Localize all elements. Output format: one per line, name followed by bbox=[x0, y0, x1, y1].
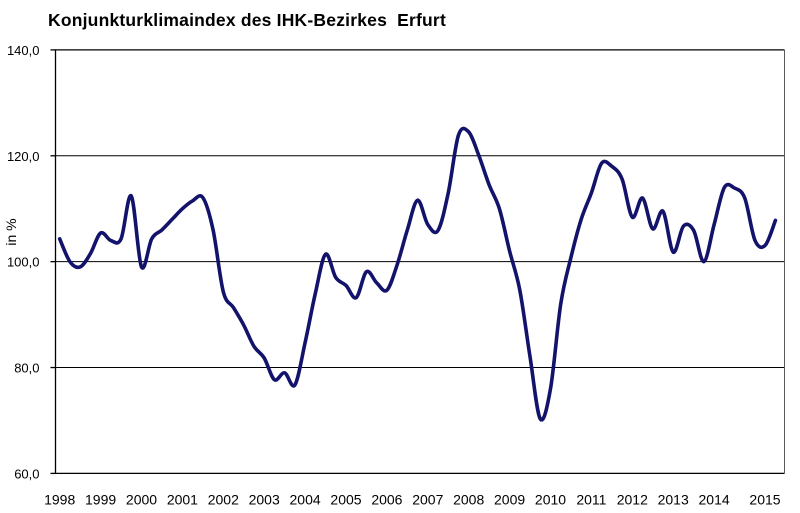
svg-text:1999: 1999 bbox=[85, 491, 116, 507]
svg-text:2004: 2004 bbox=[290, 491, 321, 507]
svg-text:2003: 2003 bbox=[249, 491, 280, 507]
svg-text:2015: 2015 bbox=[749, 491, 780, 507]
svg-text:2007: 2007 bbox=[412, 491, 443, 507]
svg-text:2010: 2010 bbox=[535, 491, 566, 507]
svg-text:2001: 2001 bbox=[167, 491, 198, 507]
svg-text:100,0: 100,0 bbox=[7, 255, 40, 270]
svg-text:2005: 2005 bbox=[330, 491, 361, 507]
svg-text:60,0: 60,0 bbox=[14, 466, 39, 481]
svg-text:2014: 2014 bbox=[699, 491, 730, 507]
svg-text:120,0: 120,0 bbox=[7, 149, 40, 164]
svg-text:1998: 1998 bbox=[44, 491, 75, 507]
svg-text:2000: 2000 bbox=[126, 491, 157, 507]
svg-text:2012: 2012 bbox=[617, 491, 648, 507]
svg-text:80,0: 80,0 bbox=[14, 361, 39, 376]
svg-text:2009: 2009 bbox=[494, 491, 525, 507]
svg-text:140,0: 140,0 bbox=[7, 43, 40, 58]
svg-text:2006: 2006 bbox=[371, 491, 402, 507]
svg-text:2011: 2011 bbox=[576, 491, 606, 507]
svg-text:2002: 2002 bbox=[208, 491, 239, 507]
svg-text:2008: 2008 bbox=[453, 491, 484, 507]
svg-text:2013: 2013 bbox=[658, 491, 689, 507]
